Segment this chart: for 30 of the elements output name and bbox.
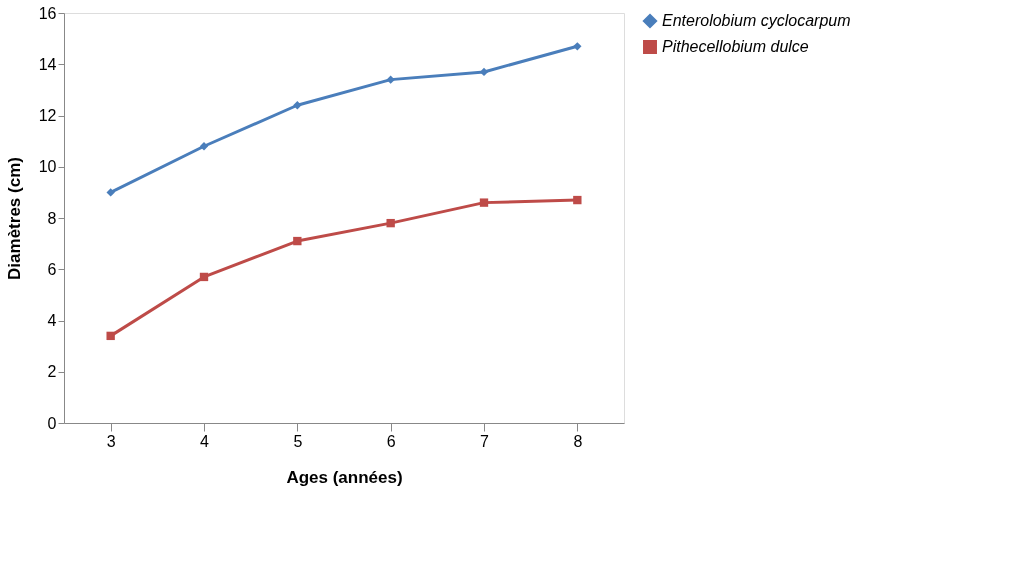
y-tick-label: 2 (47, 363, 57, 381)
point (386, 75, 395, 84)
x-axis-title: Ages (années) (286, 467, 403, 487)
x-tick-label: 6 (386, 432, 396, 450)
y-tick-label: 6 (47, 260, 57, 278)
point (573, 42, 582, 51)
x-tick-label: 7 (480, 432, 490, 450)
point (106, 188, 115, 197)
y-tick-label: 14 (38, 55, 57, 73)
point (106, 331, 115, 341)
point (199, 142, 209, 151)
x-tick-label: 3 (106, 432, 116, 450)
y-tick-label: 16 (38, 4, 57, 22)
point (293, 101, 302, 110)
point (199, 272, 209, 282)
x-tick-label: 4 (200, 432, 210, 450)
y-axis-title: Diamètres (cm) (4, 157, 24, 280)
y-tick-label: 8 (47, 209, 57, 227)
point (573, 195, 582, 205)
legend-label: Pithecellobium dulce (662, 38, 809, 55)
point (479, 198, 489, 207)
point (386, 218, 395, 228)
y-tick-label: 10 (38, 158, 57, 176)
point (293, 236, 302, 246)
y-tick-label: 4 (47, 312, 57, 329)
legend-label: Enterolobium cyclocarpum (662, 12, 851, 29)
x-tick-label: 8 (573, 432, 583, 450)
y-tick-label: 0 (47, 414, 57, 432)
y-tick-label: 12 (38, 107, 57, 124)
x-tick-label: 5 (293, 432, 303, 450)
